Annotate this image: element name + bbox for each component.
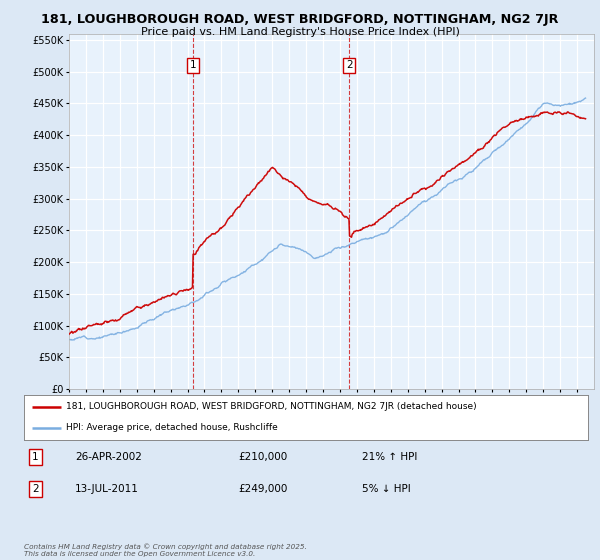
Text: 1: 1 [32, 452, 38, 462]
Text: £210,000: £210,000 [238, 452, 287, 462]
Text: 181, LOUGHBOROUGH ROAD, WEST BRIDGFORD, NOTTINGHAM, NG2 7JR (detached house): 181, LOUGHBOROUGH ROAD, WEST BRIDGFORD, … [66, 403, 477, 412]
Text: 21% ↑ HPI: 21% ↑ HPI [362, 452, 418, 462]
Text: Price paid vs. HM Land Registry's House Price Index (HPI): Price paid vs. HM Land Registry's House … [140, 27, 460, 37]
Text: 181, LOUGHBOROUGH ROAD, WEST BRIDGFORD, NOTTINGHAM, NG2 7JR: 181, LOUGHBOROUGH ROAD, WEST BRIDGFORD, … [41, 13, 559, 26]
Text: HPI: Average price, detached house, Rushcliffe: HPI: Average price, detached house, Rush… [66, 423, 278, 432]
Text: £249,000: £249,000 [238, 484, 287, 494]
Text: 5% ↓ HPI: 5% ↓ HPI [362, 484, 411, 494]
Text: 26-APR-2002: 26-APR-2002 [75, 452, 142, 462]
Text: 1: 1 [190, 60, 196, 71]
Text: 2: 2 [32, 484, 38, 494]
Text: 2: 2 [346, 60, 352, 71]
Text: Contains HM Land Registry data © Crown copyright and database right 2025.
This d: Contains HM Land Registry data © Crown c… [24, 543, 307, 557]
Text: 13-JUL-2011: 13-JUL-2011 [75, 484, 139, 494]
